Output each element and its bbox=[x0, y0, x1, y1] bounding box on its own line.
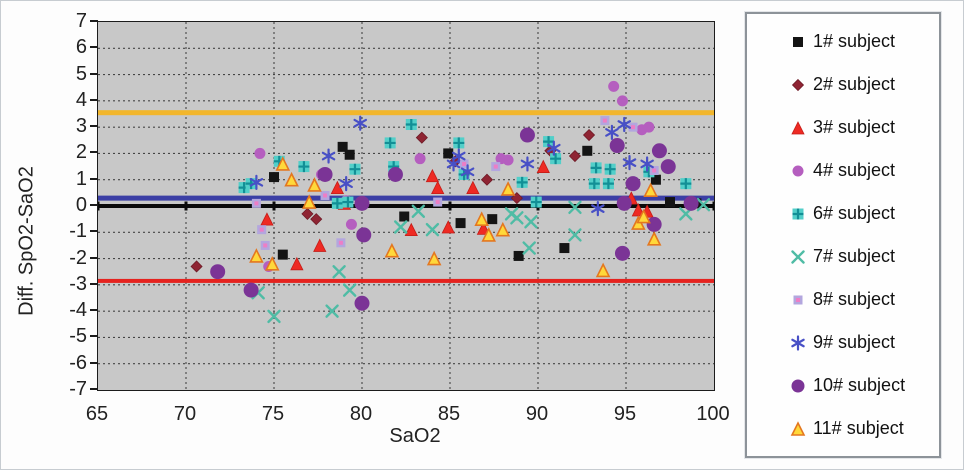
legend-marker-icon bbox=[793, 36, 803, 47]
y-tick-label: -3 bbox=[69, 272, 87, 295]
legend-marker-icon bbox=[791, 120, 805, 134]
legend-item-10-subject: 10# subject bbox=[789, 375, 939, 396]
y-tick-label: 6 bbox=[75, 36, 87, 59]
legend-label: 6# subject bbox=[813, 203, 896, 223]
legend-marker-icon bbox=[791, 334, 805, 351]
scatter-plot bbox=[98, 22, 714, 390]
mean-bias-line bbox=[98, 195, 714, 201]
plot-area bbox=[97, 21, 715, 391]
legend-marker-icon bbox=[791, 379, 805, 392]
y-tick-label: 4 bbox=[75, 88, 87, 111]
legend-marker-icon bbox=[793, 295, 803, 304]
y-tick-label: -1 bbox=[69, 220, 87, 243]
legend-label: 1# subject bbox=[813, 31, 896, 51]
y-tick-mark bbox=[90, 125, 98, 128]
legend-item-11-subject: 11# subject bbox=[789, 418, 939, 439]
legend-label: 2# subject bbox=[813, 74, 896, 94]
legend-marker-icon bbox=[792, 165, 804, 176]
y-tick-mark bbox=[90, 282, 98, 285]
y-tick-label: 2 bbox=[75, 141, 87, 164]
legend-label: 3# subject bbox=[813, 117, 896, 137]
legend: 1# subject 2# subject 3# subject 4# subject… bbox=[745, 12, 941, 458]
x-tick-label: 75 bbox=[261, 403, 285, 425]
x-tick-label: 80 bbox=[349, 403, 373, 425]
y-tick-mark bbox=[90, 256, 98, 259]
y-tick-label: -7 bbox=[69, 378, 87, 400]
legend-marker-icon bbox=[790, 420, 806, 436]
x-tick-label: 65 bbox=[85, 403, 109, 425]
x-tick-label: 90 bbox=[525, 403, 549, 425]
y-tick-label: -5 bbox=[69, 325, 87, 348]
y-tick-mark bbox=[90, 177, 98, 180]
legend-label: 9# subject bbox=[813, 332, 896, 352]
y-tick-mark bbox=[90, 204, 98, 206]
legend-item-3-subject: 3# subject bbox=[789, 117, 939, 138]
legend-marker-icon bbox=[791, 249, 805, 264]
y-tick-label: -2 bbox=[69, 246, 87, 269]
legend-item-1-subject: 1# subject bbox=[789, 31, 939, 52]
y-tick-mark bbox=[90, 388, 98, 390]
legend-item-6-subject: 6# subject bbox=[789, 203, 939, 224]
y-tick-label: -4 bbox=[69, 299, 87, 322]
y-tick-mark bbox=[90, 230, 98, 233]
y-tick-mark bbox=[90, 20, 98, 22]
x-axis-title: SaO2 bbox=[389, 425, 441, 447]
zero-axis-line bbox=[98, 204, 714, 208]
legend-label: 4# subject bbox=[813, 160, 896, 180]
y-tick-mark bbox=[90, 151, 98, 154]
y-tick-mark bbox=[90, 98, 98, 101]
legend-marker-icon bbox=[791, 78, 805, 91]
y-tick-mark bbox=[90, 46, 98, 49]
legend-label: 11# subject bbox=[813, 418, 904, 438]
y-tick-mark bbox=[90, 72, 98, 75]
y-tick-label: 3 bbox=[75, 115, 87, 138]
legend-marker-icon bbox=[792, 208, 804, 219]
legend-item-4-subject: 4# subject bbox=[789, 160, 939, 181]
legend-label: 10# subject bbox=[813, 375, 906, 395]
y-tick-label: -6 bbox=[69, 351, 87, 374]
lower-limit-line bbox=[98, 278, 714, 283]
legend-label: 7# subject bbox=[813, 246, 896, 266]
legend-item-2-subject: 2# subject bbox=[789, 74, 939, 95]
legend-label: 8# subject bbox=[813, 289, 896, 309]
legend-item-8-subject: 8# subject bbox=[789, 289, 939, 310]
y-tick-label: 0 bbox=[75, 194, 87, 216]
upper-limit-line bbox=[98, 110, 714, 116]
y-tick-label: 5 bbox=[75, 62, 87, 85]
x-tick-label: 95 bbox=[613, 403, 637, 425]
x-tick-label: 100 bbox=[696, 403, 730, 425]
y-tick-label: 7 bbox=[75, 10, 87, 32]
y-tick-label: 1 bbox=[75, 167, 87, 190]
x-tick-label: 70 bbox=[173, 403, 197, 425]
y-tick-mark bbox=[90, 335, 98, 338]
y-tick-mark bbox=[90, 361, 98, 364]
x-tick-label: 85 bbox=[437, 403, 461, 425]
y-tick-mark bbox=[90, 309, 98, 312]
legend-item-7-subject: 7# subject bbox=[789, 246, 939, 267]
legend-item-9-subject: 9# subject bbox=[789, 332, 939, 353]
